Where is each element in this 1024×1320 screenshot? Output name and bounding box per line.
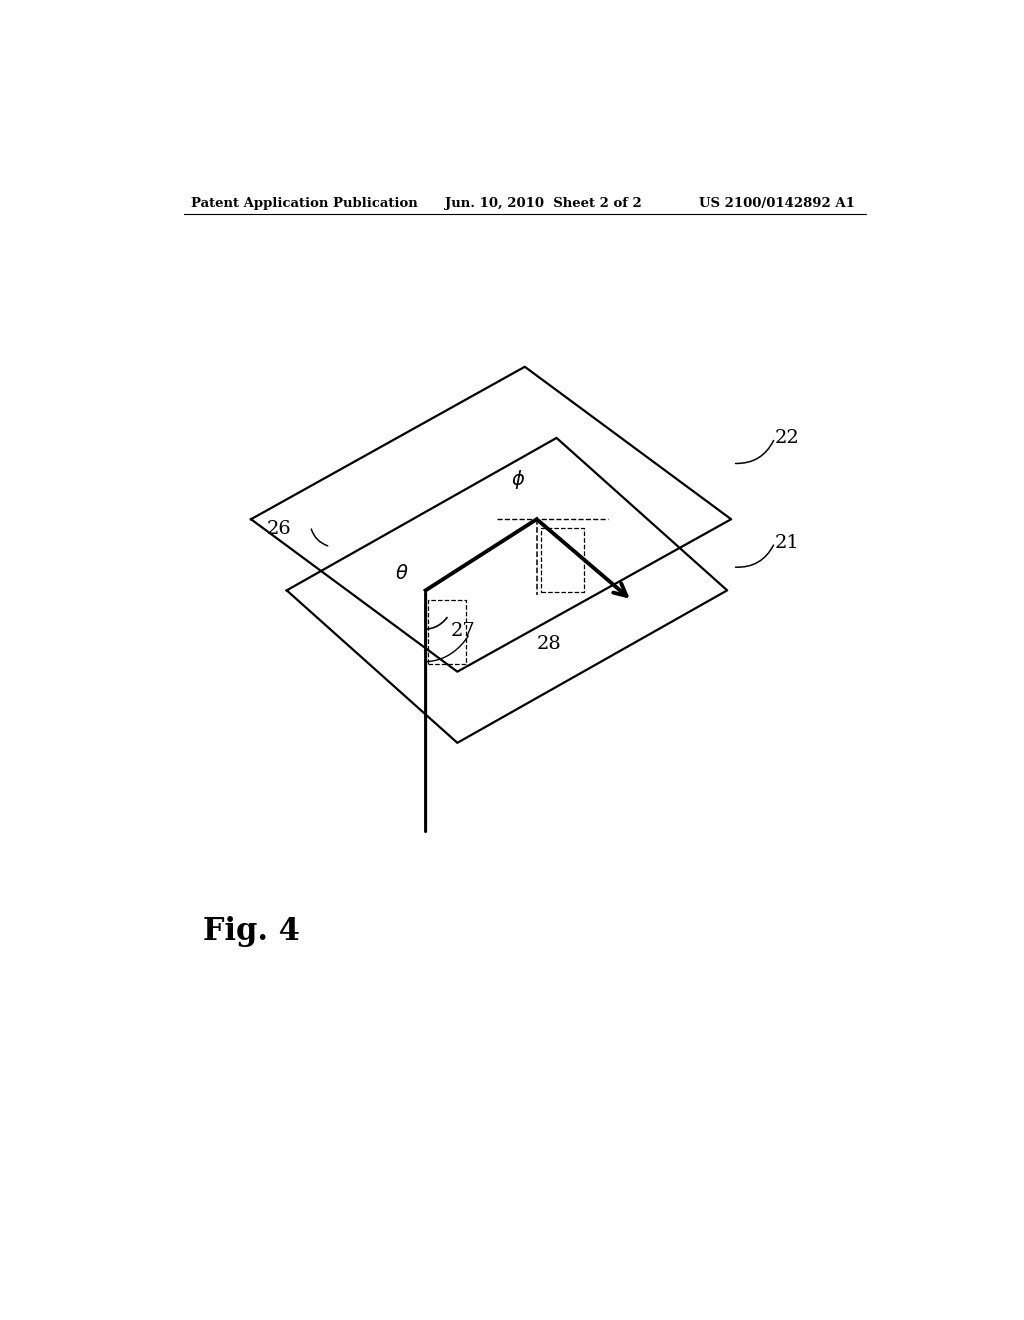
Text: $\theta$: $\theta$ <box>395 564 409 582</box>
Text: Jun. 10, 2010  Sheet 2 of 2: Jun. 10, 2010 Sheet 2 of 2 <box>445 197 642 210</box>
Text: 28: 28 <box>537 635 561 653</box>
Text: 26: 26 <box>267 520 292 539</box>
Text: Fig. 4: Fig. 4 <box>204 916 300 946</box>
Text: $\phi$: $\phi$ <box>511 469 525 491</box>
Text: US 2100/0142892 A1: US 2100/0142892 A1 <box>699 197 855 210</box>
Text: 22: 22 <box>775 429 800 447</box>
Text: 27: 27 <box>451 622 476 640</box>
Text: 21: 21 <box>775 533 800 552</box>
Text: Patent Application Publication: Patent Application Publication <box>191 197 418 210</box>
